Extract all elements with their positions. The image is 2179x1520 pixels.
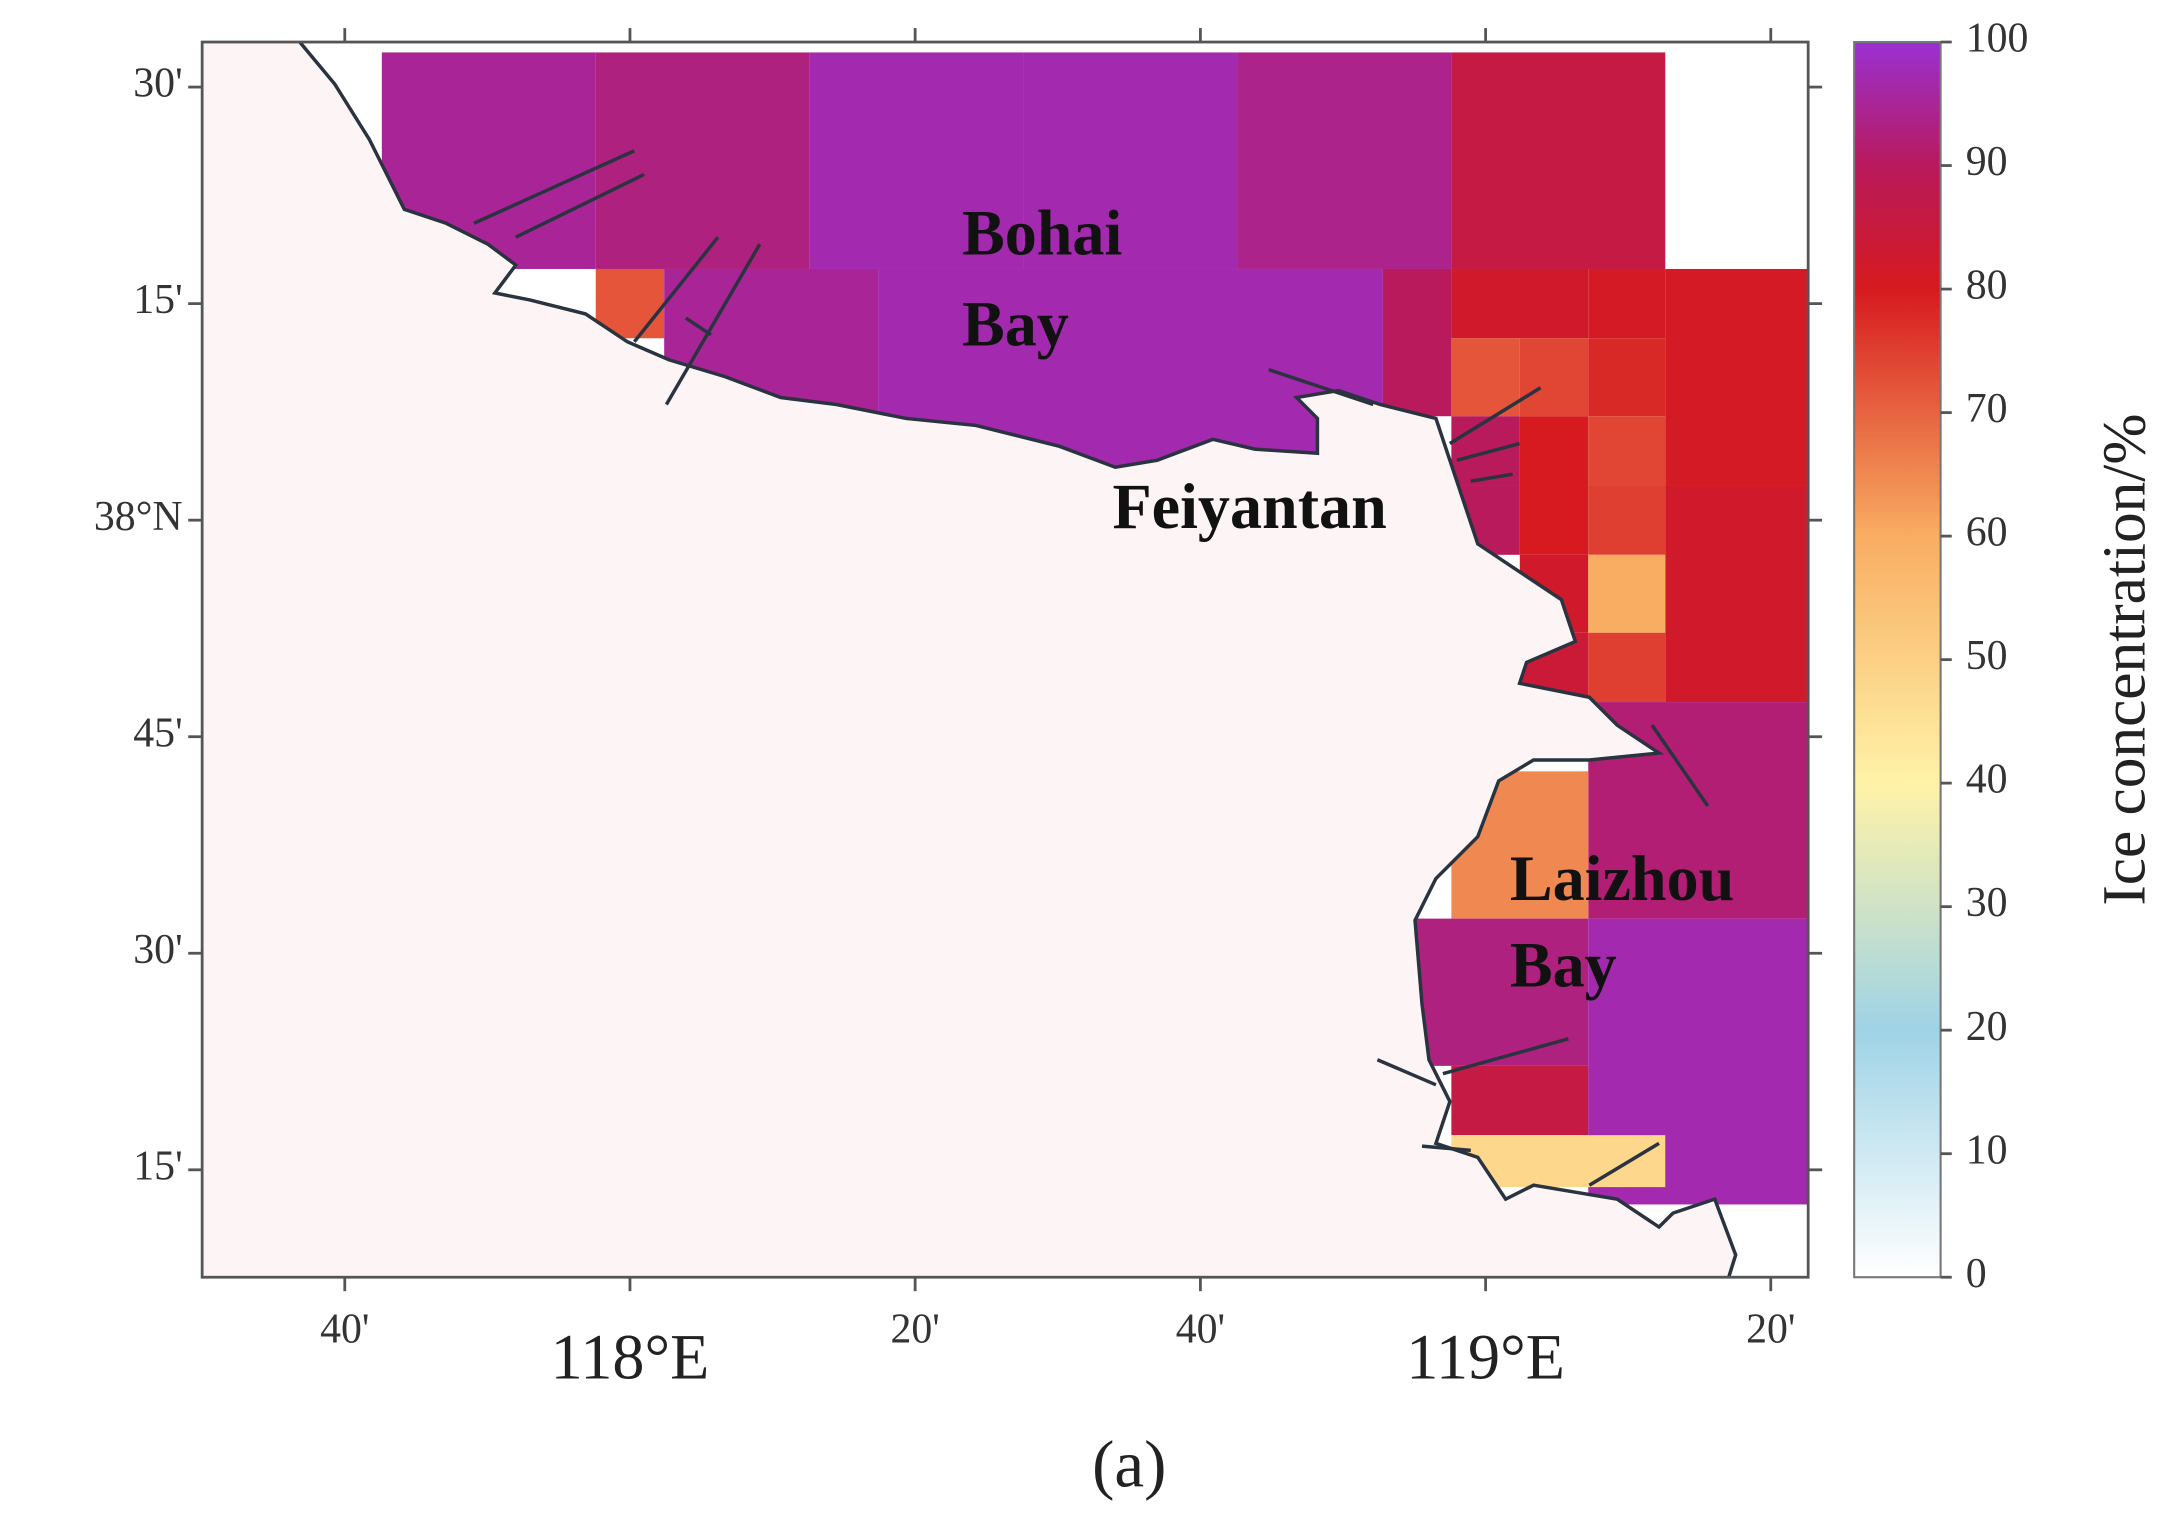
- y-tick-label: 38°N: [94, 494, 183, 540]
- ice-cell: [1665, 485, 1809, 703]
- x-tick-label: 20': [890, 1307, 939, 1353]
- place-label: Laizhou: [1510, 843, 1734, 914]
- colorbar-tick-label: 80: [1966, 263, 2008, 309]
- ice-cell: [1023, 52, 1238, 269]
- jetties: [473, 149, 1710, 1187]
- x-tick-label: 118°E: [551, 1321, 710, 1392]
- map-frame: [200, 40, 1810, 1279]
- colorbar-tick-label: 70: [1966, 386, 2008, 432]
- ice-cell: [1451, 1065, 1589, 1136]
- ice-cell: [1588, 268, 1666, 339]
- ice-cell: [1519, 416, 1589, 486]
- place-label: Bay: [1510, 930, 1617, 1001]
- colorbar-tick-label: 40: [1966, 757, 2008, 803]
- colorbar-tick-label: 100: [1966, 16, 2029, 62]
- ice-cell: [1519, 338, 1589, 417]
- ice-cell: [595, 52, 810, 269]
- ice-cell: [1588, 554, 1666, 633]
- y-tick-label: 30': [133, 61, 182, 107]
- x-tick-label: 20': [1746, 1307, 1795, 1353]
- x-tick-label: 40': [320, 1307, 369, 1353]
- colorbar-tick-label: 20: [1966, 1004, 2008, 1050]
- ice-cell: [1588, 416, 1666, 486]
- ice-cell: [1382, 268, 1452, 417]
- place-label: Bay: [962, 288, 1069, 359]
- colorbar-tick-label: 0: [1966, 1251, 1987, 1297]
- ice-cell: [1451, 338, 1520, 417]
- y-tick-label: 45': [133, 710, 182, 756]
- y-tick-label: 15': [133, 1143, 182, 1189]
- colorbar-tick-label: 30: [1966, 880, 2008, 926]
- ice-cell: [1237, 52, 1452, 269]
- ice-cell: [1451, 268, 1589, 339]
- y-tick-label: 30': [133, 927, 182, 973]
- colorbar-tick-label: 90: [1966, 139, 2008, 185]
- y-tick-label: 15': [133, 277, 182, 323]
- colorbar-tick-label: 50: [1966, 633, 2008, 679]
- place-label: Bohai: [962, 198, 1122, 269]
- x-tick-label: 40': [1176, 1307, 1225, 1353]
- colorbar-label: Ice concentration/%: [2090, 414, 2158, 906]
- ice-cell: [1588, 338, 1666, 417]
- ice-cell: [1588, 485, 1666, 555]
- x-tick-label: 119°E: [1406, 1321, 1565, 1392]
- ice-cell: [1451, 52, 1666, 269]
- ice-cell: [1665, 268, 1809, 486]
- colorbar-tick-label: 10: [1966, 1127, 2008, 1173]
- place-label: Feiyantan: [1113, 471, 1387, 542]
- ice-cell: [1519, 485, 1589, 555]
- colorbar: [1853, 40, 1942, 1279]
- ice-cell: [1588, 632, 1666, 703]
- ice-cell: [809, 52, 1024, 269]
- caption: (a): [1092, 1427, 1166, 1501]
- colorbar-tick-label: 60: [1966, 510, 2008, 556]
